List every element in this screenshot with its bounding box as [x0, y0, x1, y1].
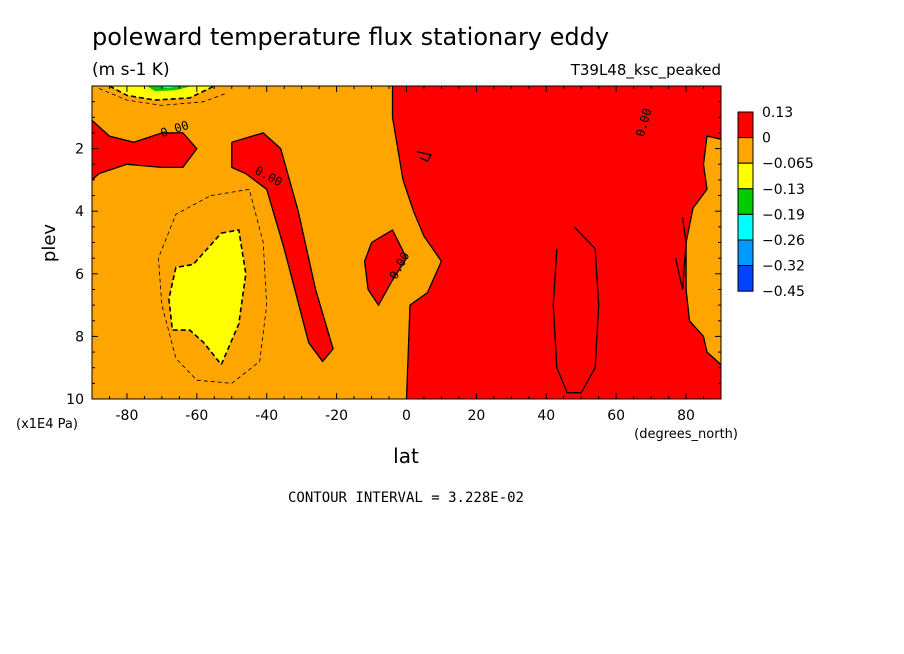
- colorbar-level-label: −0.32: [762, 259, 805, 275]
- colorbar-level-label: 0: [762, 131, 771, 147]
- contour-zero-contour-small-island: [416, 151, 432, 162]
- contour-positive-inner-loop-north: [552, 226, 600, 394]
- colorbar-swatch: [737, 137, 754, 164]
- colorbar-level-label: −0.065: [762, 156, 814, 172]
- colorbar-level-label: 0.13: [762, 105, 793, 121]
- colorbar-level-label: −0.13: [762, 182, 805, 198]
- x-tick-label: 20: [467, 408, 485, 424]
- x-axis-units: (degrees_north): [634, 427, 738, 442]
- y-tick-label: 4: [75, 204, 84, 220]
- y-tick-label: 10: [66, 392, 84, 408]
- x-axis-label: lat: [393, 444, 419, 468]
- colorbar-swatch: [737, 162, 754, 190]
- colorbar-swatch: [737, 188, 754, 215]
- contour-negative-contour-polar-outer: [98, 88, 225, 106]
- chart-title: poleward temperature flux stationary edd…: [92, 23, 609, 51]
- contour-interval-text: CONTOUR INTERVAL = 3.228E-02: [288, 490, 524, 506]
- y-tick-label: 6: [75, 267, 84, 283]
- contour-zero-contour-north: [391, 86, 443, 399]
- y-tick-label: 8: [75, 329, 84, 345]
- region-negative-flux-south-yellow: [168, 230, 246, 365]
- y-tick-label: 2: [75, 142, 84, 158]
- colorbar-swatch: [737, 213, 754, 241]
- x-tick-label: 80: [677, 408, 695, 424]
- colorbar-swatch: [737, 239, 754, 267]
- x-tick-label: -80: [116, 408, 139, 424]
- region-negative-flux-polar-cyan: [158, 86, 176, 89]
- colorbar-level-label: −0.45: [762, 284, 805, 300]
- filled-regions: [92, 86, 721, 399]
- units-label: (m s-1 K): [92, 60, 170, 80]
- x-tick-label: -40: [255, 408, 278, 424]
- contour-zero-contour-south-high: [92, 119, 198, 181]
- region-positive-flux-north: [392, 86, 721, 399]
- contour-zero-contour-tropics: [363, 229, 408, 307]
- colorbar-swatch: [737, 265, 754, 292]
- x-tick-label: 60: [607, 408, 625, 424]
- colorbar-level-label: −0.26: [762, 233, 805, 249]
- x-tick-label: 40: [537, 408, 555, 424]
- region-positive-flux-tropics: [364, 230, 407, 306]
- y-axis-label: plev: [39, 224, 60, 263]
- contour-lines: [92, 86, 721, 399]
- plot-area: 0.000.000.000.00 -80 -60 -40 -20 0 20 40 60 8024…: [66, 85, 722, 424]
- region-positive-flux-midlat-tongue: [231, 132, 334, 362]
- contour-negative-contour-polar-yellow: [109, 86, 215, 101]
- x-tick-label: 0: [402, 408, 411, 424]
- colorbar: 0.13 0 −0.065 −0.13 −0.19 −0.26 −0.32 −0.45: [737, 105, 814, 300]
- contour-negative-contour-south-outer: [157, 188, 268, 384]
- colorbar-swatch: [737, 111, 754, 139]
- y-axis-scale-label: (x1E4 Pa): [16, 417, 78, 432]
- contour-negative-contour-south-inner: [168, 229, 247, 367]
- contour-positive-inner-loop-east: [674, 217, 687, 290]
- x-tick-label: -20: [325, 408, 348, 424]
- x-tick-label: -60: [185, 408, 208, 424]
- contour-zero-contour-midlat-tongue: [231, 132, 334, 363]
- run-label: T39L48_ksc_peaked: [570, 61, 721, 80]
- axis-ticks: -80 -60 -40 -20 0 20 40 60 80 2 4 6 8 10: [66, 85, 722, 424]
- region-positive-flux-south-high: [92, 120, 197, 180]
- colorbar-level-label: −0.19: [762, 207, 805, 223]
